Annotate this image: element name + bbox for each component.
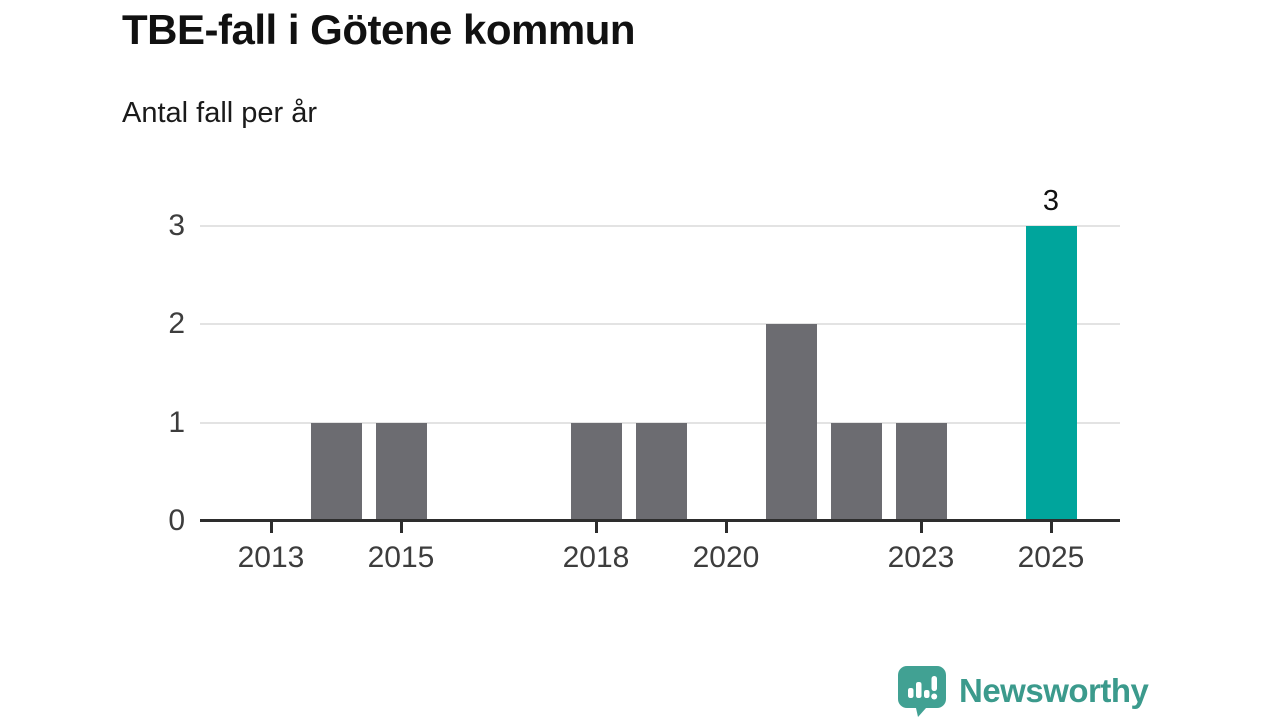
bar-2023 [895, 422, 947, 521]
y-axis-label: 2 [168, 307, 185, 341]
gridline-y-2 [200, 323, 1120, 326]
x-tick-2025 [1049, 522, 1053, 533]
bar-2025 [1025, 226, 1077, 521]
x-tick-2015 [399, 522, 403, 533]
newsworthy-logo-text: Newsworthy [959, 672, 1149, 709]
gridline-y-3 [200, 225, 1120, 227]
chart-subtitle: Antal fall per år [122, 97, 318, 129]
y-axis-label: 3 [168, 209, 185, 242]
bar-2019 [635, 422, 687, 521]
bar-2015 [375, 422, 427, 521]
bar-value-label: 3 [1042, 185, 1060, 217]
bar-2018 [570, 422, 622, 521]
newsworthy-logo: Newsworthy [897, 665, 1149, 717]
x-axis-label: 2025 [1017, 541, 1085, 574]
x-tick-2020 [724, 522, 728, 533]
y-axis-label: 1 [168, 405, 185, 439]
x-axis-label: 2020 [692, 541, 760, 574]
chart-title: TBE-fall i Götene kommun [122, 6, 636, 53]
y-axis-label: 0 [168, 504, 185, 537]
x-tick-2023 [919, 522, 923, 533]
x-axis-label: 2023 [887, 541, 955, 574]
x-axis-label: 2015 [367, 541, 435, 574]
x-tick-2013 [269, 522, 273, 533]
bar-2022 [830, 422, 882, 521]
x-axis-label: 2018 [562, 541, 630, 574]
bar-2014 [310, 422, 362, 521]
x-tick-2018 [594, 522, 598, 533]
speech-bubble-bar-chart-icon [898, 666, 946, 717]
x-axis-line [200, 519, 1120, 522]
bar-2021 [765, 324, 817, 521]
x-axis-label: 2013 [237, 541, 305, 574]
